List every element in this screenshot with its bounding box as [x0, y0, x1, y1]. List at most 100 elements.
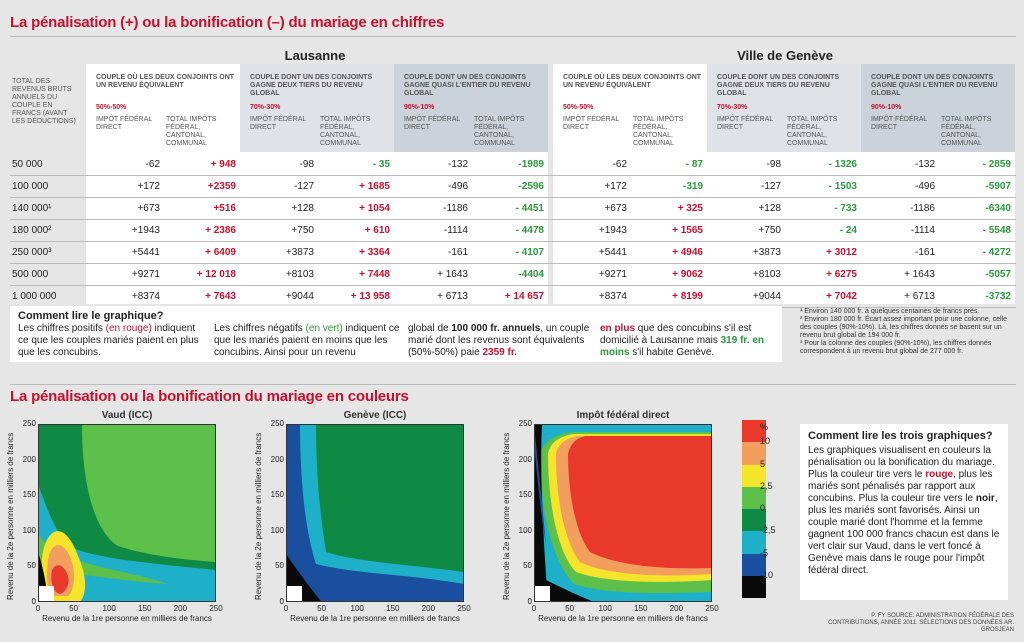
table-cell: -6340 — [985, 203, 1011, 214]
x-tick-label: 150 — [386, 604, 400, 613]
table-cell: + 1565 — [672, 225, 703, 236]
table-cell: -98 — [766, 159, 781, 170]
row-revenue: 250 000³ — [12, 247, 52, 258]
x-tick-label: 250 — [209, 604, 223, 613]
row-divider — [10, 197, 1016, 198]
table-cell: -319 — [682, 181, 703, 192]
footnote: ¹ Environ 140 000 fr. à quelques centain… — [800, 308, 980, 315]
color-legend: % 10 5 2,5 0 -2,5 -5 -10 — [742, 420, 792, 602]
table-cell: + 8199 — [672, 291, 703, 302]
legend-swatch — [742, 509, 766, 532]
legend-unit: % — [760, 422, 769, 432]
table-cell: - 1326 — [828, 159, 857, 170]
y-axis-label: Revenu de la 2e personne en milliers de … — [6, 432, 15, 600]
sub-header: TOTAL IMPÔTS FÉDÉRAL, CANTONAL, COMMUNAL — [166, 116, 217, 147]
x-tick-label: 50 — [317, 604, 327, 613]
sub-header: TOTAL IMPÔTS FÉDÉRAL, CANTONAL, COMMUNAL — [941, 116, 992, 147]
y-tick-label: 100 — [518, 525, 532, 535]
row-divider — [10, 285, 1016, 286]
legend-label: -5 — [760, 547, 769, 558]
group-shade — [394, 64, 548, 152]
table-cell: - 4107 — [515, 247, 544, 258]
footnotes: ¹ Environ 140 000 fr. à quelques centain… — [800, 308, 1010, 356]
table-cell: - 733 — [834, 203, 857, 214]
table-cell: +9271 — [131, 269, 160, 280]
x-axis-label: Revenu de la 1re personne en milliers de… — [42, 614, 212, 623]
heatmap-panel — [534, 424, 712, 602]
footnote: ³ Pour la colonne des couples (90%-10%),… — [800, 340, 992, 355]
table-cell: - 2859 — [982, 159, 1011, 170]
text-green: (en vert) — [305, 323, 343, 334]
how-text-col2: Les chiffres négatifs (en vert) indiquen… — [214, 323, 400, 359]
table-cell: + 6713 — [437, 291, 468, 302]
legend-swatch — [742, 486, 766, 509]
legend-swatch — [742, 575, 766, 598]
row-revenue: 50 000 — [12, 159, 43, 170]
y-tick-label: 150 — [518, 490, 532, 500]
table-cell: +5441 — [598, 247, 627, 258]
row-revenue: 100 000 — [12, 181, 49, 192]
x-tick-label: 100 — [598, 604, 612, 613]
how-numbers-title: Comment lire le graphique? — [18, 310, 164, 322]
revenue-header: TOTAL DES REVENUS BRUTS ANNUELS DU COUPL… — [12, 78, 76, 125]
sub-header: TOTAL IMPÔTS FÉDÉRAL, CANTONAL, COMMUNAL — [633, 116, 684, 147]
table-cell: +128 — [291, 203, 314, 214]
table-cell: +673 — [137, 203, 160, 214]
table-cell: +8103 — [285, 269, 314, 280]
y-tick-label: 100 — [22, 525, 36, 535]
table-cell: +9044 — [752, 291, 781, 302]
y-tick-label: 150 — [22, 490, 36, 500]
text: global de — [408, 323, 452, 334]
legend-swatch — [742, 464, 766, 487]
table-cell: - 4272 — [982, 247, 1011, 258]
text: que des concubins s'il est domicilié à L… — [600, 323, 752, 346]
text-red: (en rouge) — [105, 323, 152, 334]
table-cell: + 325 — [677, 203, 703, 214]
panel-frame — [38, 424, 216, 602]
table-cell: + 4946 — [672, 247, 703, 258]
panel-title: Genève (ICC) — [343, 410, 407, 421]
table-cell: + 2386 — [205, 225, 236, 236]
table-cell: - 1503 — [828, 181, 857, 192]
how-text-col3: global de 100 000 fr. annuels, un couple… — [408, 323, 594, 359]
group-pct: 90%-10% — [404, 104, 435, 111]
table-cell: -5907 — [985, 181, 1011, 192]
table-cell: +9271 — [598, 269, 627, 280]
origin-square — [38, 586, 54, 602]
legend-swatches — [742, 420, 766, 598]
text-green: 319 fr. en moins — [600, 335, 764, 358]
table-cell: +750 — [291, 225, 314, 236]
table-cell: -3732 — [985, 291, 1011, 302]
how-text-col1: Les chiffres positifs (en rouge) indique… — [18, 323, 204, 359]
y-tick-label: 50 — [523, 561, 532, 571]
x-tick-label: 0 — [531, 604, 537, 613]
sub-header: IMPÔT FÉDÉRAL DIRECT — [717, 116, 774, 131]
table-cell: +3873 — [752, 247, 781, 258]
sub-header: TOTAL IMPÔTS FÉDÉRAL, CANTONAL, COMMUNAL — [320, 116, 371, 147]
text: indiquent ce que les mariés paient en mo… — [214, 323, 400, 358]
y-tick-label: 100 — [270, 525, 284, 535]
text-bold: noir — [975, 493, 995, 504]
x-tick-label: 150 — [634, 604, 648, 613]
panel-frame — [534, 424, 712, 602]
legend-label: -10 — [760, 569, 774, 580]
legend-swatch — [742, 420, 766, 443]
panel-title: Vaud (ICC) — [101, 410, 153, 421]
x-tick-label: 100 — [350, 604, 364, 613]
table-cell: - 4478 — [515, 225, 544, 236]
footnote: ² Environ 180 000 fr. Écart assez import… — [800, 316, 1008, 339]
divider — [10, 384, 1016, 385]
x-tick-label: 0 — [283, 604, 289, 613]
row-divider — [10, 241, 1016, 242]
y-axis-label: Revenu de la 2e personne en milliers de … — [502, 432, 511, 600]
group-pct: 50%-50% — [563, 104, 594, 111]
text: s'il habite Genève. — [629, 347, 715, 358]
table-cell: + 6275 — [826, 269, 857, 280]
table-cell: +2359 — [207, 181, 236, 192]
table-cell: +8374 — [598, 291, 627, 302]
x-tick-label: 250 — [457, 604, 471, 613]
group-header: COUPLE OÙ LES DEUX CONJOINTS ONT UN REVE… — [563, 74, 702, 89]
group-shade — [240, 64, 394, 152]
heatmap-region — [316, 424, 464, 572]
table-cell: -1989 — [518, 159, 544, 170]
